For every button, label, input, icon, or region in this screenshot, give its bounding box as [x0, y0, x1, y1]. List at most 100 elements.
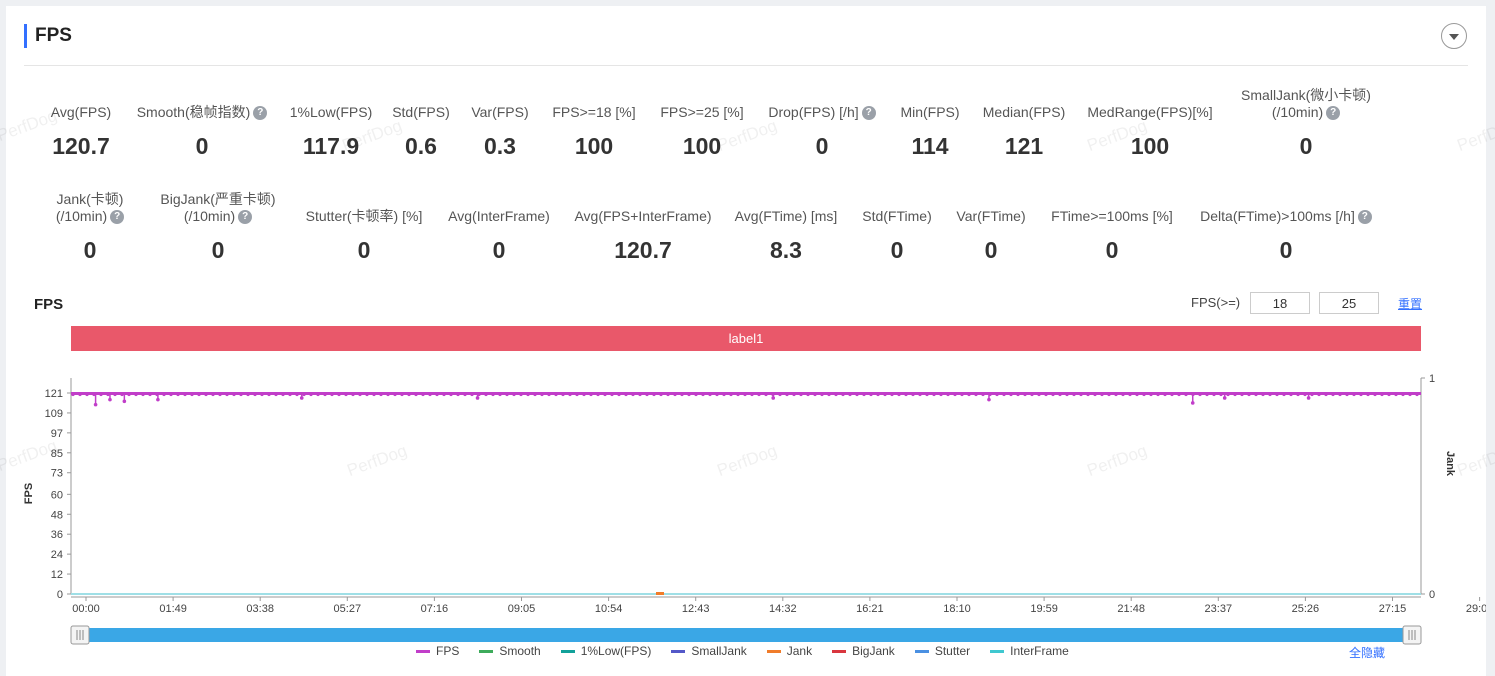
collapse-toggle-icon[interactable]	[1441, 23, 1467, 49]
fps-point	[792, 392, 796, 397]
fps-point	[1205, 392, 1209, 397]
fps-point	[1394, 392, 1398, 397]
fps-point	[99, 392, 103, 397]
fps-point	[1268, 392, 1272, 397]
legend-item[interactable]: FPS	[416, 644, 459, 658]
metric-label-text: Var(FPS)	[471, 104, 529, 120]
metric-label: Std(FTime)	[797, 208, 997, 225]
fps-point	[442, 392, 446, 397]
metric-value: 0	[1299, 133, 1313, 159]
legend-item[interactable]: 1%Low(FPS)	[560, 644, 651, 658]
fps-point	[729, 392, 733, 397]
fps-point	[323, 392, 327, 397]
fps-point	[981, 392, 985, 397]
fps-point	[1366, 392, 1370, 397]
legend-item[interactable]: Smooth	[479, 644, 541, 658]
help-icon[interactable]: ?	[238, 210, 253, 225]
legend-label: Stutter	[934, 644, 971, 658]
fps-dip-point	[122, 399, 127, 404]
fps-point	[932, 392, 936, 397]
metric-label: FPS>=18 [%]	[494, 104, 694, 121]
metric-r2-3: Avg(InterFrame) 0	[399, 208, 599, 264]
fps-point	[351, 392, 355, 397]
metric-label: Avg(FTime) [ms]	[686, 208, 886, 225]
metric-r1-9: Median(FPS) 121	[924, 104, 1124, 160]
fps-point	[211, 392, 215, 397]
legend-label: FPS	[436, 644, 460, 658]
fps-point	[1135, 392, 1139, 397]
fps-point	[1289, 392, 1293, 397]
legend-item[interactable]: Stutter	[914, 644, 971, 658]
fps-point	[743, 392, 747, 397]
legend-item[interactable]: BigJank	[832, 644, 895, 658]
y-tick-label: 36	[51, 529, 63, 541]
metric-label-text: Min(FPS)	[900, 104, 960, 120]
metric-label-unit: (/10min)?	[0, 208, 190, 225]
reset-link[interactable]: 重置	[1398, 297, 1423, 311]
fps-point	[463, 392, 467, 397]
legend-item[interactable]: SmallJank	[671, 644, 747, 658]
y-tick-label: 73	[51, 468, 63, 480]
fps-point	[309, 392, 313, 397]
y-tick-label: 85	[51, 448, 63, 460]
fps-point	[1002, 392, 1006, 397]
metric-r1-2: 1%Low(FPS) 117.9	[231, 104, 431, 160]
fps-point	[302, 392, 306, 397]
metric-value: 8.3	[770, 237, 802, 263]
x-tick-label: 03:38	[246, 603, 274, 615]
fps-point	[1072, 392, 1076, 397]
fps-point	[624, 392, 628, 397]
metric-label-text: Jank(卡顿)	[56, 191, 124, 207]
fps-point	[764, 392, 768, 397]
y-tick-label: 109	[45, 408, 63, 420]
x-tick-label: 18:10	[943, 603, 971, 615]
fps-point	[1310, 392, 1314, 397]
metric-label: Median(FPS)	[924, 104, 1124, 121]
fps-point	[918, 392, 922, 397]
fps-point	[554, 392, 558, 397]
fps-point	[1331, 392, 1335, 397]
fps-dip-point	[1306, 396, 1311, 400]
fps-point	[533, 392, 537, 397]
legend-label: SmallJank	[691, 644, 747, 658]
fps-chart[interactable]: 0 12 24 36 48 60 73 85 97 109 121 FPS 0 1 Jank 00:00 01…	[6, 356, 1486, 646]
fps-point	[1149, 392, 1153, 397]
fps-point	[1408, 392, 1412, 397]
jank-marker	[656, 592, 664, 595]
help-icon[interactable]: ?	[1326, 106, 1341, 121]
fps-point	[561, 392, 565, 397]
fps-point	[491, 392, 495, 397]
fps-point	[645, 392, 649, 397]
legend-item[interactable]: Jank	[766, 644, 812, 658]
metric-r1-1: Smooth(稳帧指数)? 0	[102, 104, 302, 160]
fps-point	[666, 392, 670, 397]
help-icon[interactable]: ?	[1357, 210, 1372, 225]
threshold-input-2[interactable]	[1319, 292, 1379, 314]
fps-point	[204, 392, 208, 397]
hide-all-link[interactable]: 全隐藏	[1349, 646, 1386, 660]
legend-swatch-icon	[671, 649, 686, 653]
fps-point	[708, 392, 712, 397]
help-icon[interactable]: ?	[861, 106, 876, 121]
fps-point	[274, 392, 278, 397]
range-slider-bar[interactable]	[71, 628, 1421, 642]
y-tick-label: 24	[51, 549, 63, 561]
fps-point	[1016, 392, 1020, 397]
fps-point	[750, 392, 754, 397]
fps-point	[456, 392, 460, 397]
legend-item[interactable]: InterFrame	[990, 644, 1069, 658]
threshold-label: FPS(>=)	[1191, 295, 1241, 310]
fps-point	[85, 392, 89, 397]
fps-panel: FPS Avg(FPS) 120.7 Smooth(稳帧指数)? 0 1%Low(FPS…	[0, 6, 1495, 676]
help-icon[interactable]: ?	[110, 210, 125, 225]
metric-label-text: Smooth(稳帧指数)	[136, 104, 251, 120]
metric-value: 0	[492, 237, 506, 263]
fps-point	[617, 392, 621, 397]
x-tick-label: 05:27	[334, 603, 362, 615]
help-icon[interactable]: ?	[253, 106, 268, 121]
fps-point	[358, 392, 362, 397]
x-tick-label: 29:04	[1466, 603, 1486, 615]
label-bar[interactable]: label1	[71, 326, 1421, 351]
x-tick-label: 27:15	[1379, 603, 1407, 615]
threshold-input-1[interactable]	[1250, 292, 1310, 314]
